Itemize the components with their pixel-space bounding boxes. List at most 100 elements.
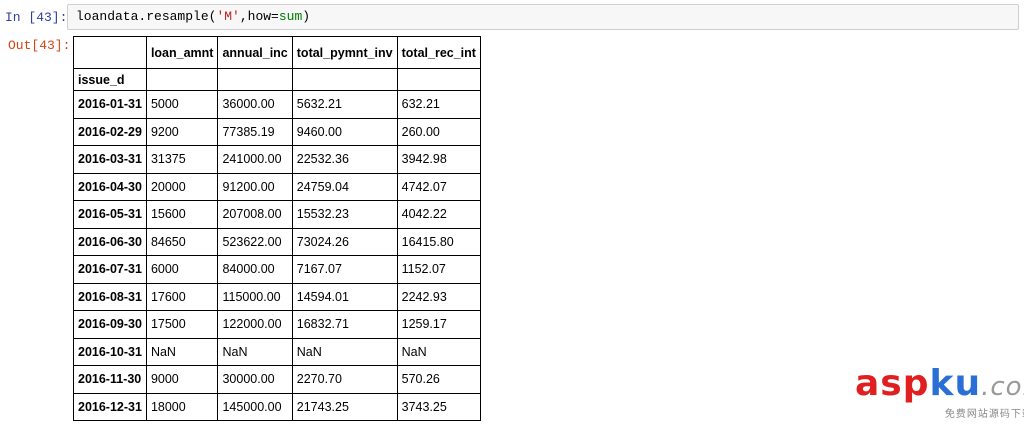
data-row: 2016-09-30 17500 122000.00 16832.71 1259.17 xyxy=(73,310,481,339)
cell: 6000 xyxy=(145,255,219,284)
cell: 21743.25 xyxy=(291,392,398,421)
cell: 30000.00 xyxy=(217,365,293,394)
row-index: 2016-03-31 xyxy=(73,145,147,174)
column-header: loan_amnt xyxy=(145,36,219,69)
empty-cell xyxy=(145,68,219,91)
cell: 2242.93 xyxy=(396,282,481,311)
cell: 15532.23 xyxy=(291,200,398,229)
row-index: 2016-12-31 xyxy=(73,392,147,421)
cell: 241000.00 xyxy=(217,145,293,174)
cell: 18000 xyxy=(145,392,219,421)
cell: 16415.80 xyxy=(396,227,481,256)
cell: 145000.00 xyxy=(217,392,293,421)
empty-cell xyxy=(291,68,398,91)
cell: 31375 xyxy=(145,145,219,174)
cell: 4042.22 xyxy=(396,200,481,229)
data-row: 2016-07-31 6000 84000.00 7167.07 1152.07 xyxy=(73,255,481,284)
empty-cell xyxy=(396,68,481,91)
header-row: loan_amnt annual_inc total_pymnt_inv total_… xyxy=(73,36,481,69)
cell: 84000.00 xyxy=(217,255,293,284)
row-index: 2016-01-31 xyxy=(73,90,147,119)
cell: NaN xyxy=(291,337,398,366)
cell: 122000.00 xyxy=(217,310,293,339)
cell: 14594.01 xyxy=(291,282,398,311)
cell: 9460.00 xyxy=(291,117,398,146)
cell: 1152.07 xyxy=(396,255,481,284)
data-row: 2016-12-31 18000 145000.00 21743.25 3743.25 xyxy=(73,392,481,421)
cell: 15600 xyxy=(145,200,219,229)
cell: 207008.00 xyxy=(217,200,293,229)
cell: 523622.00 xyxy=(217,227,293,256)
cell: 73024.26 xyxy=(291,227,398,256)
cell: 91200.00 xyxy=(217,172,293,201)
code-token: loandata.resample( xyxy=(76,9,217,24)
cell: 16832.71 xyxy=(291,310,398,339)
corner-cell xyxy=(73,36,147,69)
cell: 570.26 xyxy=(396,365,481,394)
code-cell[interactable]: loandata.resample('M',how=sum) xyxy=(67,4,1019,30)
data-row: 2016-02-29 9200 77385.19 9460.00 260.00 xyxy=(73,117,481,146)
index-name-row: issue_d xyxy=(73,68,481,91)
row-index: 2016-06-30 xyxy=(73,227,147,256)
watermark: aspku.com 免费网站源码下载站! xyxy=(855,364,1024,421)
cell: 24759.04 xyxy=(291,172,398,201)
cell: NaN xyxy=(217,337,293,366)
cell: NaN xyxy=(396,337,481,366)
data-row: 2016-08-31 17600 115000.00 14594.01 2242.93 xyxy=(73,282,481,311)
column-header: total_rec_int xyxy=(396,36,481,69)
cell: 20000 xyxy=(145,172,219,201)
cell: 5000 xyxy=(145,90,219,119)
column-header: total_pymnt_inv xyxy=(291,36,398,69)
dataframe-table: loan_amnt annual_inc total_pymnt_inv total_… xyxy=(73,36,481,421)
cell: 1259.17 xyxy=(396,310,481,339)
data-row: 2016-06-30 84650 523622.00 73024.26 16415.80 xyxy=(73,227,481,256)
row-index: 2016-07-31 xyxy=(73,255,147,284)
data-row: 2016-03-31 31375 241000.00 22532.36 3942.98 xyxy=(73,145,481,174)
data-row: 2016-04-30 20000 91200.00 24759.04 4742.07 xyxy=(73,172,481,201)
cell: 36000.00 xyxy=(217,90,293,119)
cell: 2270.70 xyxy=(291,365,398,394)
row-index: 2016-05-31 xyxy=(73,200,147,229)
cell: 9000 xyxy=(145,365,219,394)
output-prompt: Out[43]: xyxy=(8,38,71,53)
cell: 84650 xyxy=(145,227,219,256)
cell: 4742.07 xyxy=(396,172,481,201)
row-index: 2016-04-30 xyxy=(73,172,147,201)
cell: 3743.25 xyxy=(396,392,481,421)
row-index: 2016-11-30 xyxy=(73,365,147,394)
cell: 22532.36 xyxy=(291,145,398,174)
row-index: 2016-02-29 xyxy=(73,117,147,146)
cell: 17500 xyxy=(145,310,219,339)
data-row: 2016-05-31 15600 207008.00 15532.23 4042.22 xyxy=(73,200,481,229)
cell: 632.21 xyxy=(396,90,481,119)
watermark-logo: aspku.com xyxy=(855,364,1024,407)
data-row: 2016-11-30 9000 30000.00 2270.70 570.26 xyxy=(73,365,481,394)
cell: 17600 xyxy=(145,282,219,311)
logo-part: asp xyxy=(855,363,930,404)
watermark-tagline: 免费网站源码下载站! xyxy=(944,409,1024,420)
column-header: annual_inc xyxy=(217,36,293,69)
cell: 5632.21 xyxy=(291,90,398,119)
data-row: 2016-10-31 NaN NaN NaN NaN xyxy=(73,337,481,366)
cell: 7167.07 xyxy=(291,255,398,284)
cell: 115000.00 xyxy=(217,282,293,311)
logo-part: ku xyxy=(929,363,982,404)
cell: 9200 xyxy=(145,117,219,146)
row-index: 2016-09-30 xyxy=(73,310,147,339)
cell: 260.00 xyxy=(396,117,481,146)
cell: 3942.98 xyxy=(396,145,481,174)
row-index: 2016-10-31 xyxy=(73,337,147,366)
code-token: ) xyxy=(302,9,311,24)
data-row: 2016-01-31 5000 36000.00 5632.21 632.21 xyxy=(73,90,481,119)
cell: 77385.19 xyxy=(217,117,293,146)
code-token: sum xyxy=(278,9,303,24)
cell: NaN xyxy=(145,337,219,366)
input-prompt: In [43]: xyxy=(5,10,68,25)
empty-cell xyxy=(217,68,293,91)
logo-part: .com xyxy=(981,372,1024,402)
code-token: ,how= xyxy=(239,9,279,24)
code-token: 'M' xyxy=(216,9,240,24)
row-index: 2016-08-31 xyxy=(73,282,147,311)
index-name: issue_d xyxy=(73,68,147,91)
